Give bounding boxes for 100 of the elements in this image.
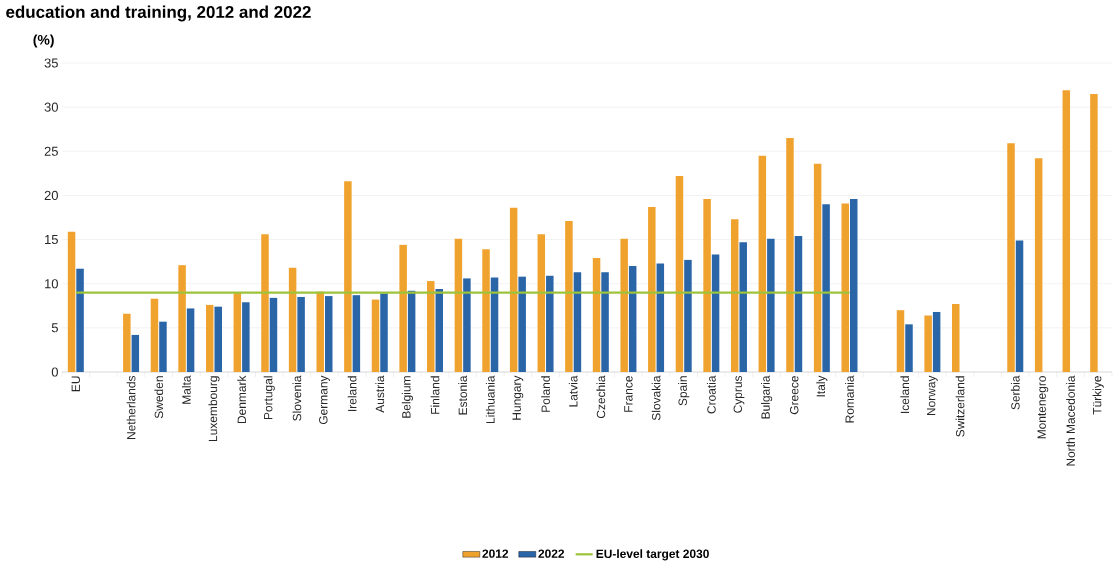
bar: [325, 296, 333, 372]
bar: [758, 155, 767, 372]
x-tick-label: Netherlands: [126, 375, 136, 439]
y-tick-label: 5: [51, 323, 58, 333]
y-tick-label: 25: [44, 146, 58, 156]
x-tick-label: Spain: [678, 376, 690, 406]
bar: [399, 244, 407, 372]
x-tick-label: Malta: [181, 375, 191, 404]
y-tick-label: 35: [44, 58, 58, 68]
x-tick-label: Cyprus: [733, 375, 745, 413]
bar: [620, 238, 628, 372]
bar: [1007, 143, 1015, 372]
bar: [905, 324, 913, 372]
x-tick-label: Croatia: [706, 375, 716, 414]
bar: [482, 249, 490, 372]
x-tick-label: Montenegro: [1037, 376, 1049, 439]
bar: [490, 277, 499, 372]
y-tick-label: 10: [45, 279, 58, 289]
legend-label: 2012: [482, 549, 509, 558]
chart-title: education and training, 2012 and 2022: [6, 5, 311, 22]
bar: [896, 310, 905, 372]
bar: [813, 163, 822, 372]
bar: [841, 203, 849, 372]
bar: [1015, 240, 1024, 372]
bar: [297, 296, 305, 372]
bar: [628, 266, 637, 372]
bar: [380, 293, 388, 372]
x-tick-label: France: [624, 376, 633, 412]
y-axis-title: (%): [33, 34, 54, 48]
bar: [76, 268, 84, 372]
bar: [463, 278, 471, 372]
bar: [205, 304, 214, 372]
bar: [233, 292, 242, 372]
bar: [1090, 93, 1098, 372]
x-tick-label: Bulgaria: [761, 375, 773, 419]
y-tick-label: 0: [51, 367, 58, 377]
bar: [786, 138, 794, 372]
x-tick-label: Sweden: [154, 376, 164, 419]
bar: [952, 304, 960, 372]
x-tick-label: Iceland: [900, 376, 910, 413]
bar: [427, 281, 435, 372]
bar: [371, 299, 380, 372]
bar: [537, 234, 546, 372]
bar: [159, 321, 167, 372]
y-tick-label: 20: [44, 190, 58, 201]
bar: [454, 238, 463, 372]
x-tick-label: Germany: [319, 375, 330, 425]
bar: [123, 313, 131, 372]
x-tick-label: Portugal: [263, 376, 275, 420]
x-tick-label: Luxembourg: [208, 376, 220, 441]
bar: [573, 272, 582, 372]
x-tick-label: Denmark: [237, 375, 246, 424]
bar: [739, 242, 747, 372]
x-tick-label: Ireland: [347, 376, 357, 411]
x-tick-label: Norway: [927, 375, 938, 416]
x-tick-label: Serbia: [1010, 375, 1020, 410]
bar: [656, 263, 665, 372]
bar: [435, 289, 444, 372]
x-tick-label: EU: [71, 376, 80, 392]
bar: [924, 315, 932, 372]
bar: [178, 265, 186, 372]
bar: [67, 231, 76, 372]
x-tick-label: Türkiye: [1092, 376, 1104, 415]
bar: [601, 272, 609, 372]
bar: [344, 181, 352, 372]
bar: [1062, 90, 1071, 372]
x-tick-label: Switzerland: [955, 376, 965, 437]
y-tick-label: 15: [45, 235, 58, 245]
x-tick-label: Austria: [375, 375, 385, 413]
bar: [316, 291, 324, 372]
x-tick-label: Italy: [816, 375, 828, 397]
bar: [932, 311, 941, 372]
x-tick-label: Greece: [790, 376, 799, 415]
bar: [711, 254, 720, 372]
bar: [518, 276, 526, 372]
bar: [269, 297, 278, 372]
x-tick-label: Hungary: [512, 375, 524, 420]
x-tick-label: Romania: [845, 375, 854, 423]
bar: [849, 198, 858, 372]
x-tick-label: Czechia: [596, 375, 606, 419]
bar: [794, 236, 803, 372]
x-tick-label: Estonia: [458, 375, 468, 415]
x-tick-label: Latvia: [568, 375, 578, 407]
legend-label: EU-level target 2030: [596, 549, 709, 561]
x-tick-label: Slovakia: [651, 375, 661, 421]
bar: [352, 295, 361, 372]
bar: [822, 204, 830, 372]
bar: [150, 298, 159, 372]
y-tick-label: 30: [44, 102, 58, 112]
bar: [684, 259, 692, 372]
x-tick-label: Lithuania: [485, 375, 495, 424]
bar: [242, 302, 250, 372]
bar: [131, 334, 140, 372]
bar: [1034, 158, 1043, 372]
x-tick-label: North Macedonia: [1066, 375, 1075, 466]
bar: [703, 198, 711, 372]
x-tick-label: Belgium: [401, 376, 413, 418]
bar: [261, 234, 269, 372]
bar: [214, 306, 222, 372]
bar: [767, 238, 775, 372]
